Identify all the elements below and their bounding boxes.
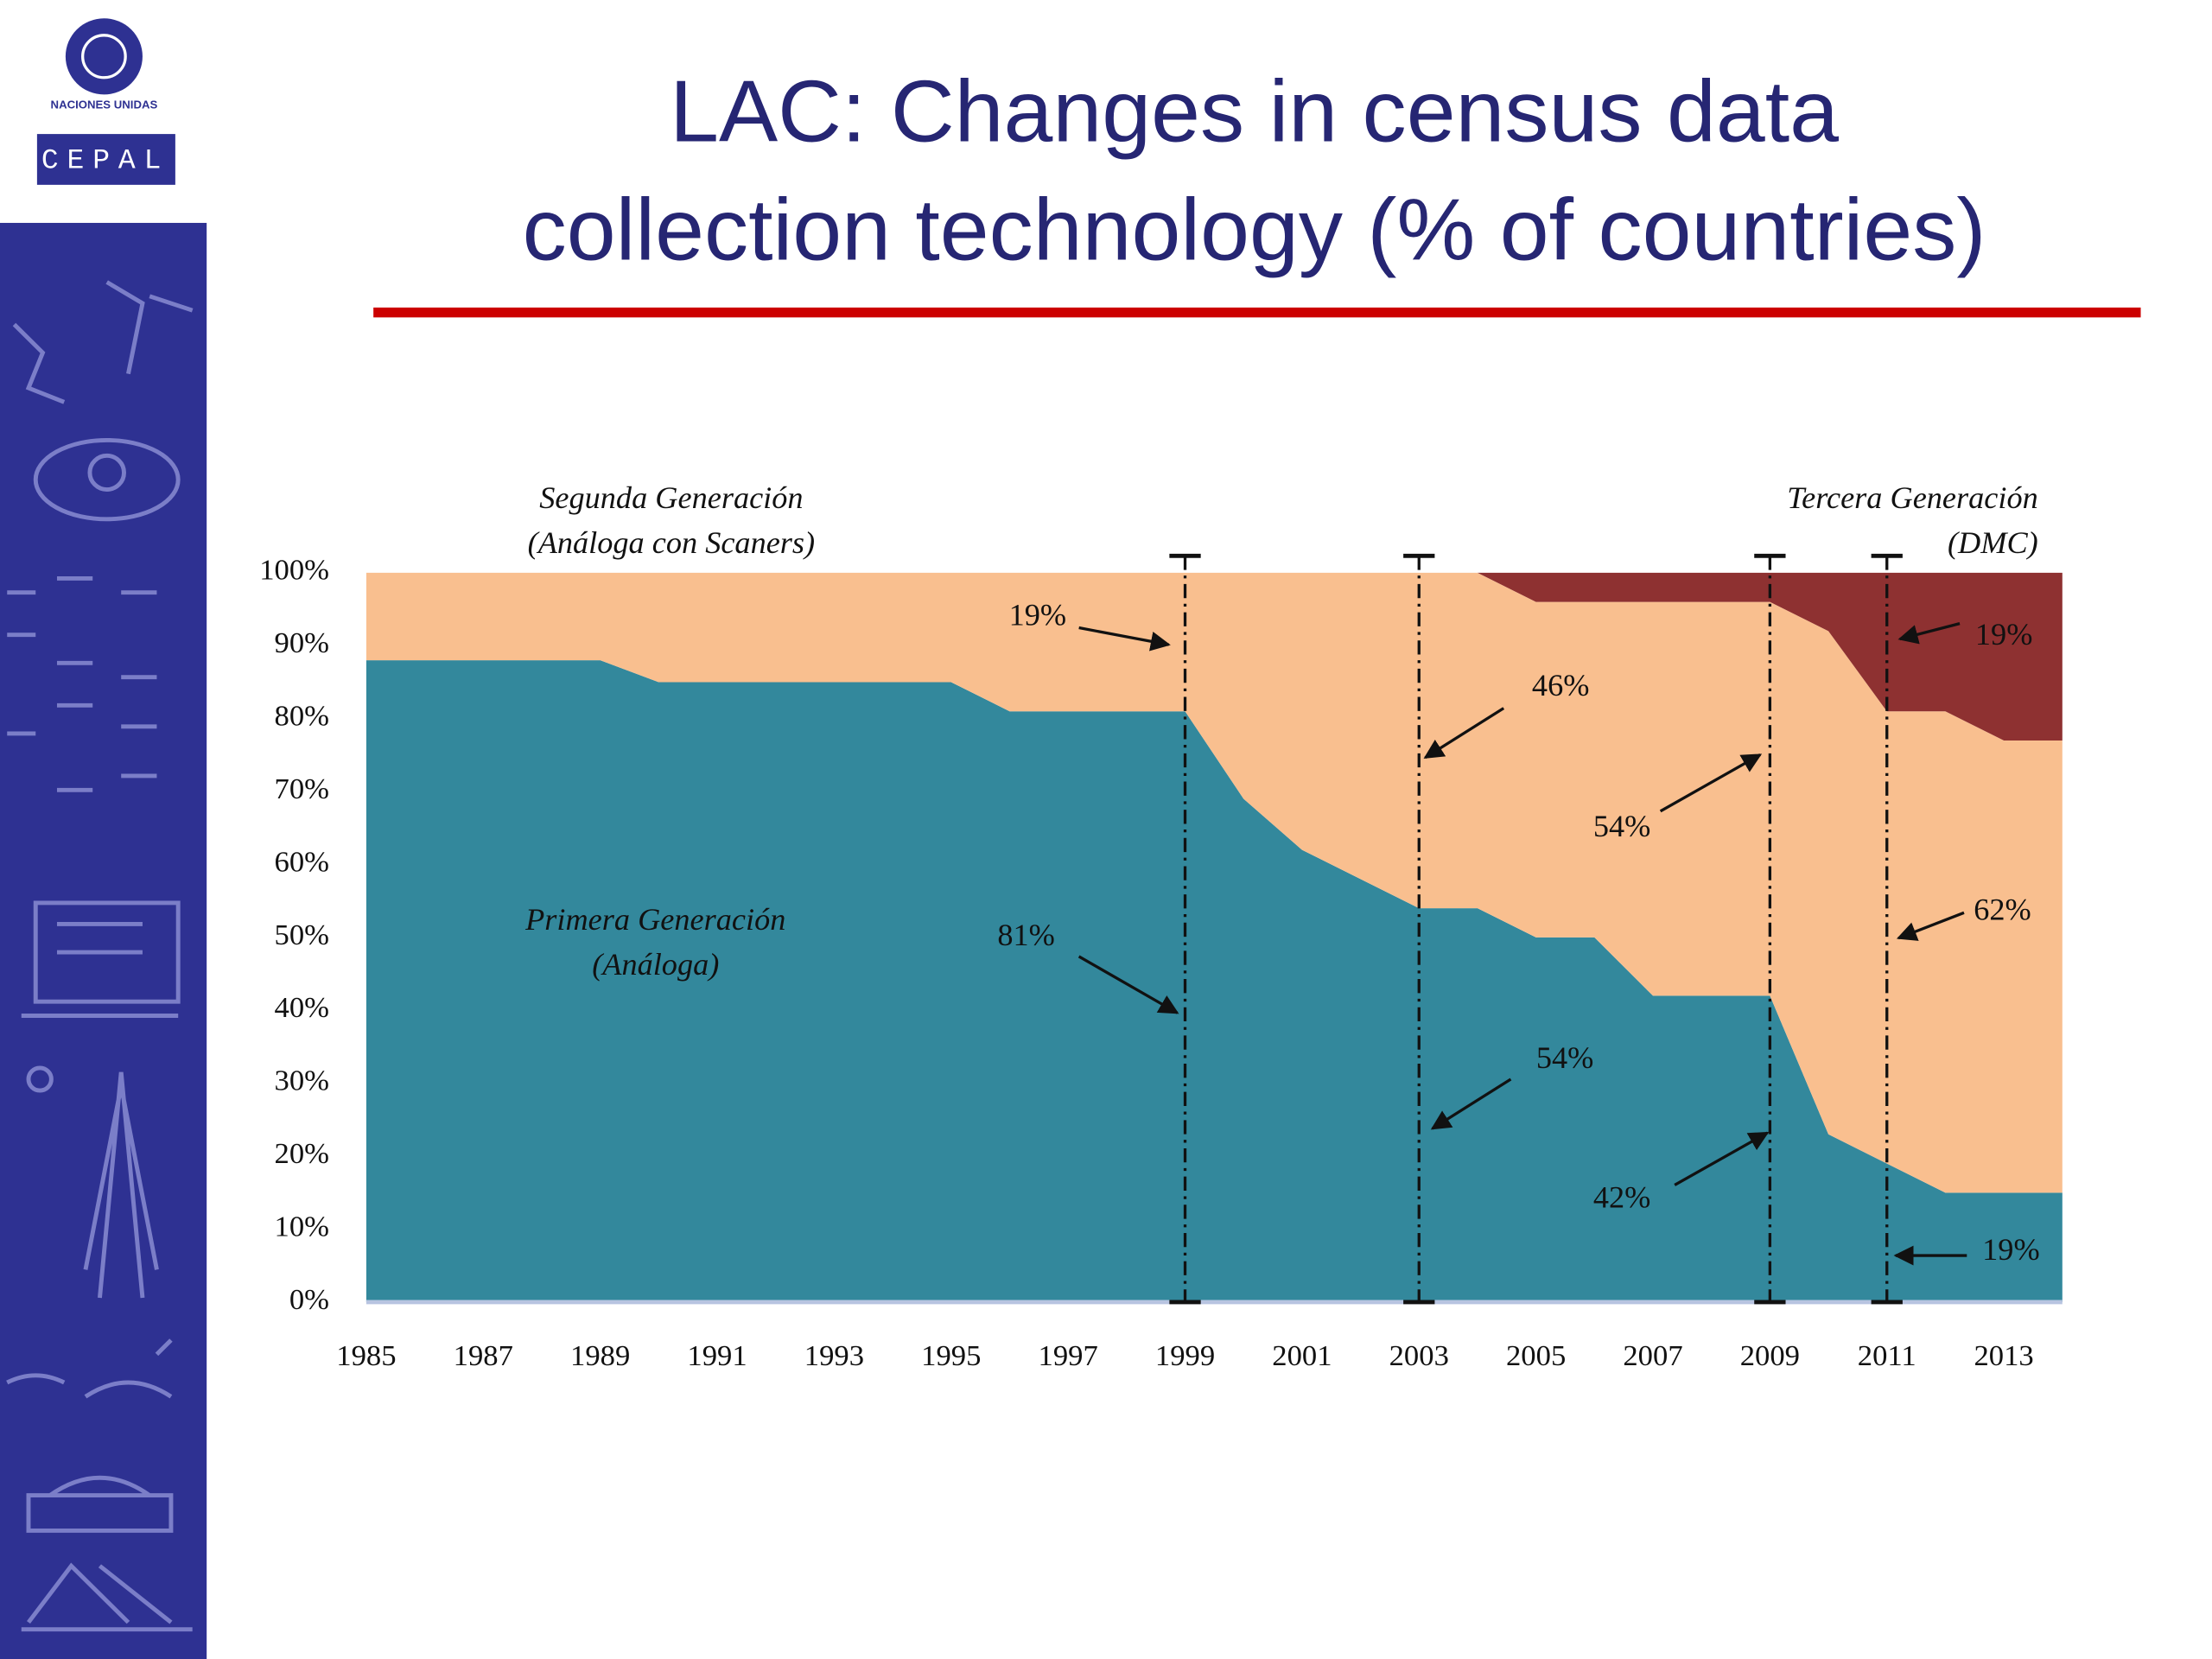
series-note: (DMC) xyxy=(1948,525,2038,560)
y-tick-label: 50% xyxy=(275,918,329,951)
annotation-arrow xyxy=(1423,707,1505,760)
y-tick-label: 100% xyxy=(259,554,329,587)
logo-box xyxy=(36,134,175,185)
title-line: collection technology (% of countries) xyxy=(523,181,1986,278)
annotation-arrow xyxy=(1674,1131,1770,1186)
x-tick-label: 1985 xyxy=(336,1339,396,1372)
y-tick-label: 10% xyxy=(275,1211,329,1243)
x-tick-label: 1995 xyxy=(921,1339,981,1372)
chart: 0% 10% 20% 30% 40% 50% 60% 70% 80% 90% 100% 1985 198… xyxy=(259,480,2063,1372)
annotation-arrow xyxy=(1659,753,1763,813)
annotation: 54% xyxy=(1593,809,1651,843)
annotation: 81% xyxy=(997,918,1055,952)
un-emblem xyxy=(65,18,143,95)
series-label: Segunda Generación xyxy=(539,480,803,515)
y-tick-label: 60% xyxy=(275,846,329,879)
logo-name: CEPAL xyxy=(41,145,169,177)
annotation: 42% xyxy=(1593,1180,1651,1215)
annotation-arrow xyxy=(1077,955,1179,1014)
x-tick-label: 1989 xyxy=(570,1339,630,1372)
x-tick-label: 1991 xyxy=(687,1339,747,1372)
x-tick-label: 2007 xyxy=(1623,1339,1682,1372)
title-rule xyxy=(373,307,2141,318)
x-tick-label: 2009 xyxy=(1740,1339,1800,1372)
y-tick-label: 20% xyxy=(275,1137,329,1170)
logo: NACIONES UNIDAS CEPAL xyxy=(36,18,175,185)
title-line: LAC: Changes in census data xyxy=(670,62,1839,160)
annotation: 54% xyxy=(1536,1040,1594,1075)
x-tick-label: 1987 xyxy=(454,1339,513,1372)
area xyxy=(365,660,2063,1302)
series-note: (Análoga) xyxy=(592,947,719,982)
area xyxy=(365,572,2063,741)
x-tick-label: 1999 xyxy=(1155,1339,1215,1372)
y-tick-label: 90% xyxy=(275,626,329,659)
series-label: Primera Generación xyxy=(524,902,785,937)
y-tick-label: 70% xyxy=(275,772,329,805)
x-tick-label: 1997 xyxy=(1039,1339,1098,1372)
x-tick-label: 2005 xyxy=(1506,1339,1566,1372)
annotation: 19% xyxy=(1009,598,1067,632)
series-note: (Análoga con Scaners) xyxy=(528,525,815,560)
annotation-arrow xyxy=(1896,911,1965,941)
y-tick-label: 40% xyxy=(275,991,329,1024)
y-tick-label: 30% xyxy=(275,1065,329,1097)
annotation-arrow xyxy=(1430,1077,1512,1130)
annotation: 19% xyxy=(1975,617,2033,652)
x-tick-label: 2013 xyxy=(1974,1339,2033,1372)
y-tick-label: 0% xyxy=(289,1283,329,1316)
x-tick-label: 2003 xyxy=(1389,1339,1449,1372)
annotation: 62% xyxy=(1974,893,2031,927)
annotation-arrow xyxy=(1897,622,1961,645)
un-emblem-globe xyxy=(81,34,127,79)
annotation: 46% xyxy=(1532,668,1590,702)
annotation-arrow xyxy=(1078,626,1171,652)
series-label: Tercera Generación xyxy=(1787,480,2038,515)
annotation: 19% xyxy=(1982,1232,2040,1267)
x-tick-label: 2011 xyxy=(1858,1339,1916,1372)
x-tick-label: 1993 xyxy=(804,1339,864,1372)
logo-org: NACIONES UNIDAS xyxy=(51,99,158,111)
sidebar-decoration xyxy=(6,280,194,1632)
area xyxy=(365,572,2063,1193)
x-tick-label: 2001 xyxy=(1272,1339,1332,1372)
y-tick-label: 80% xyxy=(275,700,329,733)
